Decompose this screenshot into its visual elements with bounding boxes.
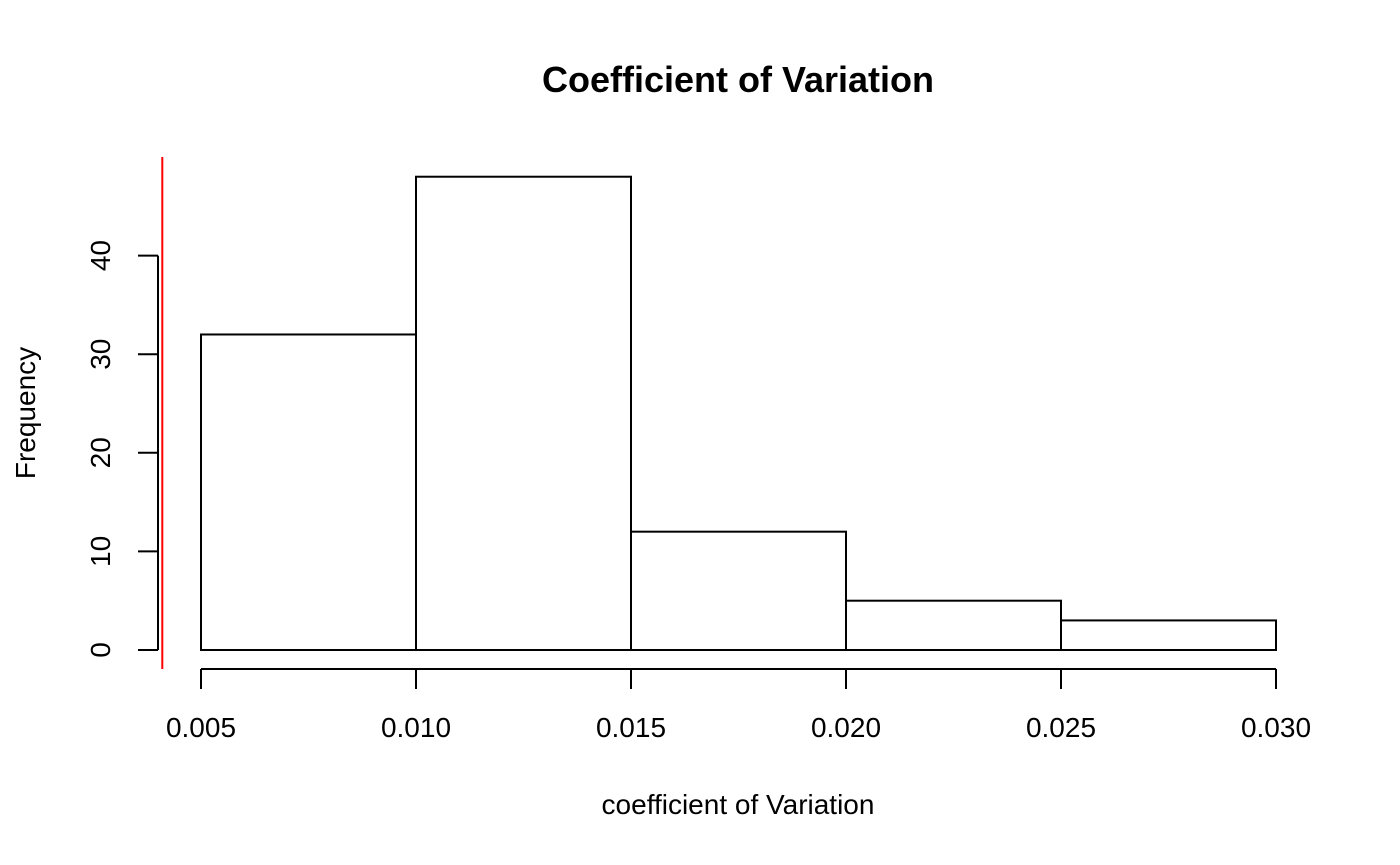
histogram-bars (200, 175, 1277, 652)
histogram-bar-2 (415, 175, 632, 651)
chart-title: Coefficient of Variation (542, 59, 934, 100)
x-tick-label: 0.005 (166, 712, 236, 743)
histogram-bar-5 (1060, 619, 1277, 651)
x-tick-label: 0.010 (381, 712, 451, 743)
y-tick-label: 30 (85, 339, 116, 370)
x-tick-label: 0.020 (811, 712, 881, 743)
histogram-bar-1 (200, 333, 417, 651)
y-tick-label: 0 (85, 642, 116, 658)
x-axis-label: coefficient of Variation (602, 789, 875, 820)
x-tick-label: 0.030 (1241, 712, 1311, 743)
y-tick-label: 40 (85, 240, 116, 271)
y-tick-label: 10 (85, 536, 116, 567)
y-axis-label: Frequency (10, 347, 41, 479)
x-tick-label: 0.025 (1026, 712, 1096, 743)
x-tick-label: 0.015 (596, 712, 666, 743)
x-axis: 0.005 0.010 0.015 0.020 0.025 0.030 (166, 668, 1311, 743)
histogram-bar-3 (630, 530, 847, 651)
histogram-bar-4 (845, 599, 1062, 652)
y-axis: 0 10 20 30 40 (85, 240, 159, 658)
y-tick-label: 20 (85, 437, 116, 468)
